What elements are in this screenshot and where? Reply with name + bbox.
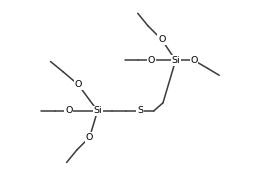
Text: O: O <box>158 35 166 44</box>
Text: O: O <box>74 80 82 89</box>
Text: O: O <box>65 106 73 115</box>
Text: O: O <box>148 56 155 65</box>
Text: Si: Si <box>93 106 102 115</box>
Text: S: S <box>137 106 143 115</box>
Text: O: O <box>190 56 198 65</box>
Text: O: O <box>86 133 93 142</box>
Text: Si: Si <box>171 56 180 65</box>
